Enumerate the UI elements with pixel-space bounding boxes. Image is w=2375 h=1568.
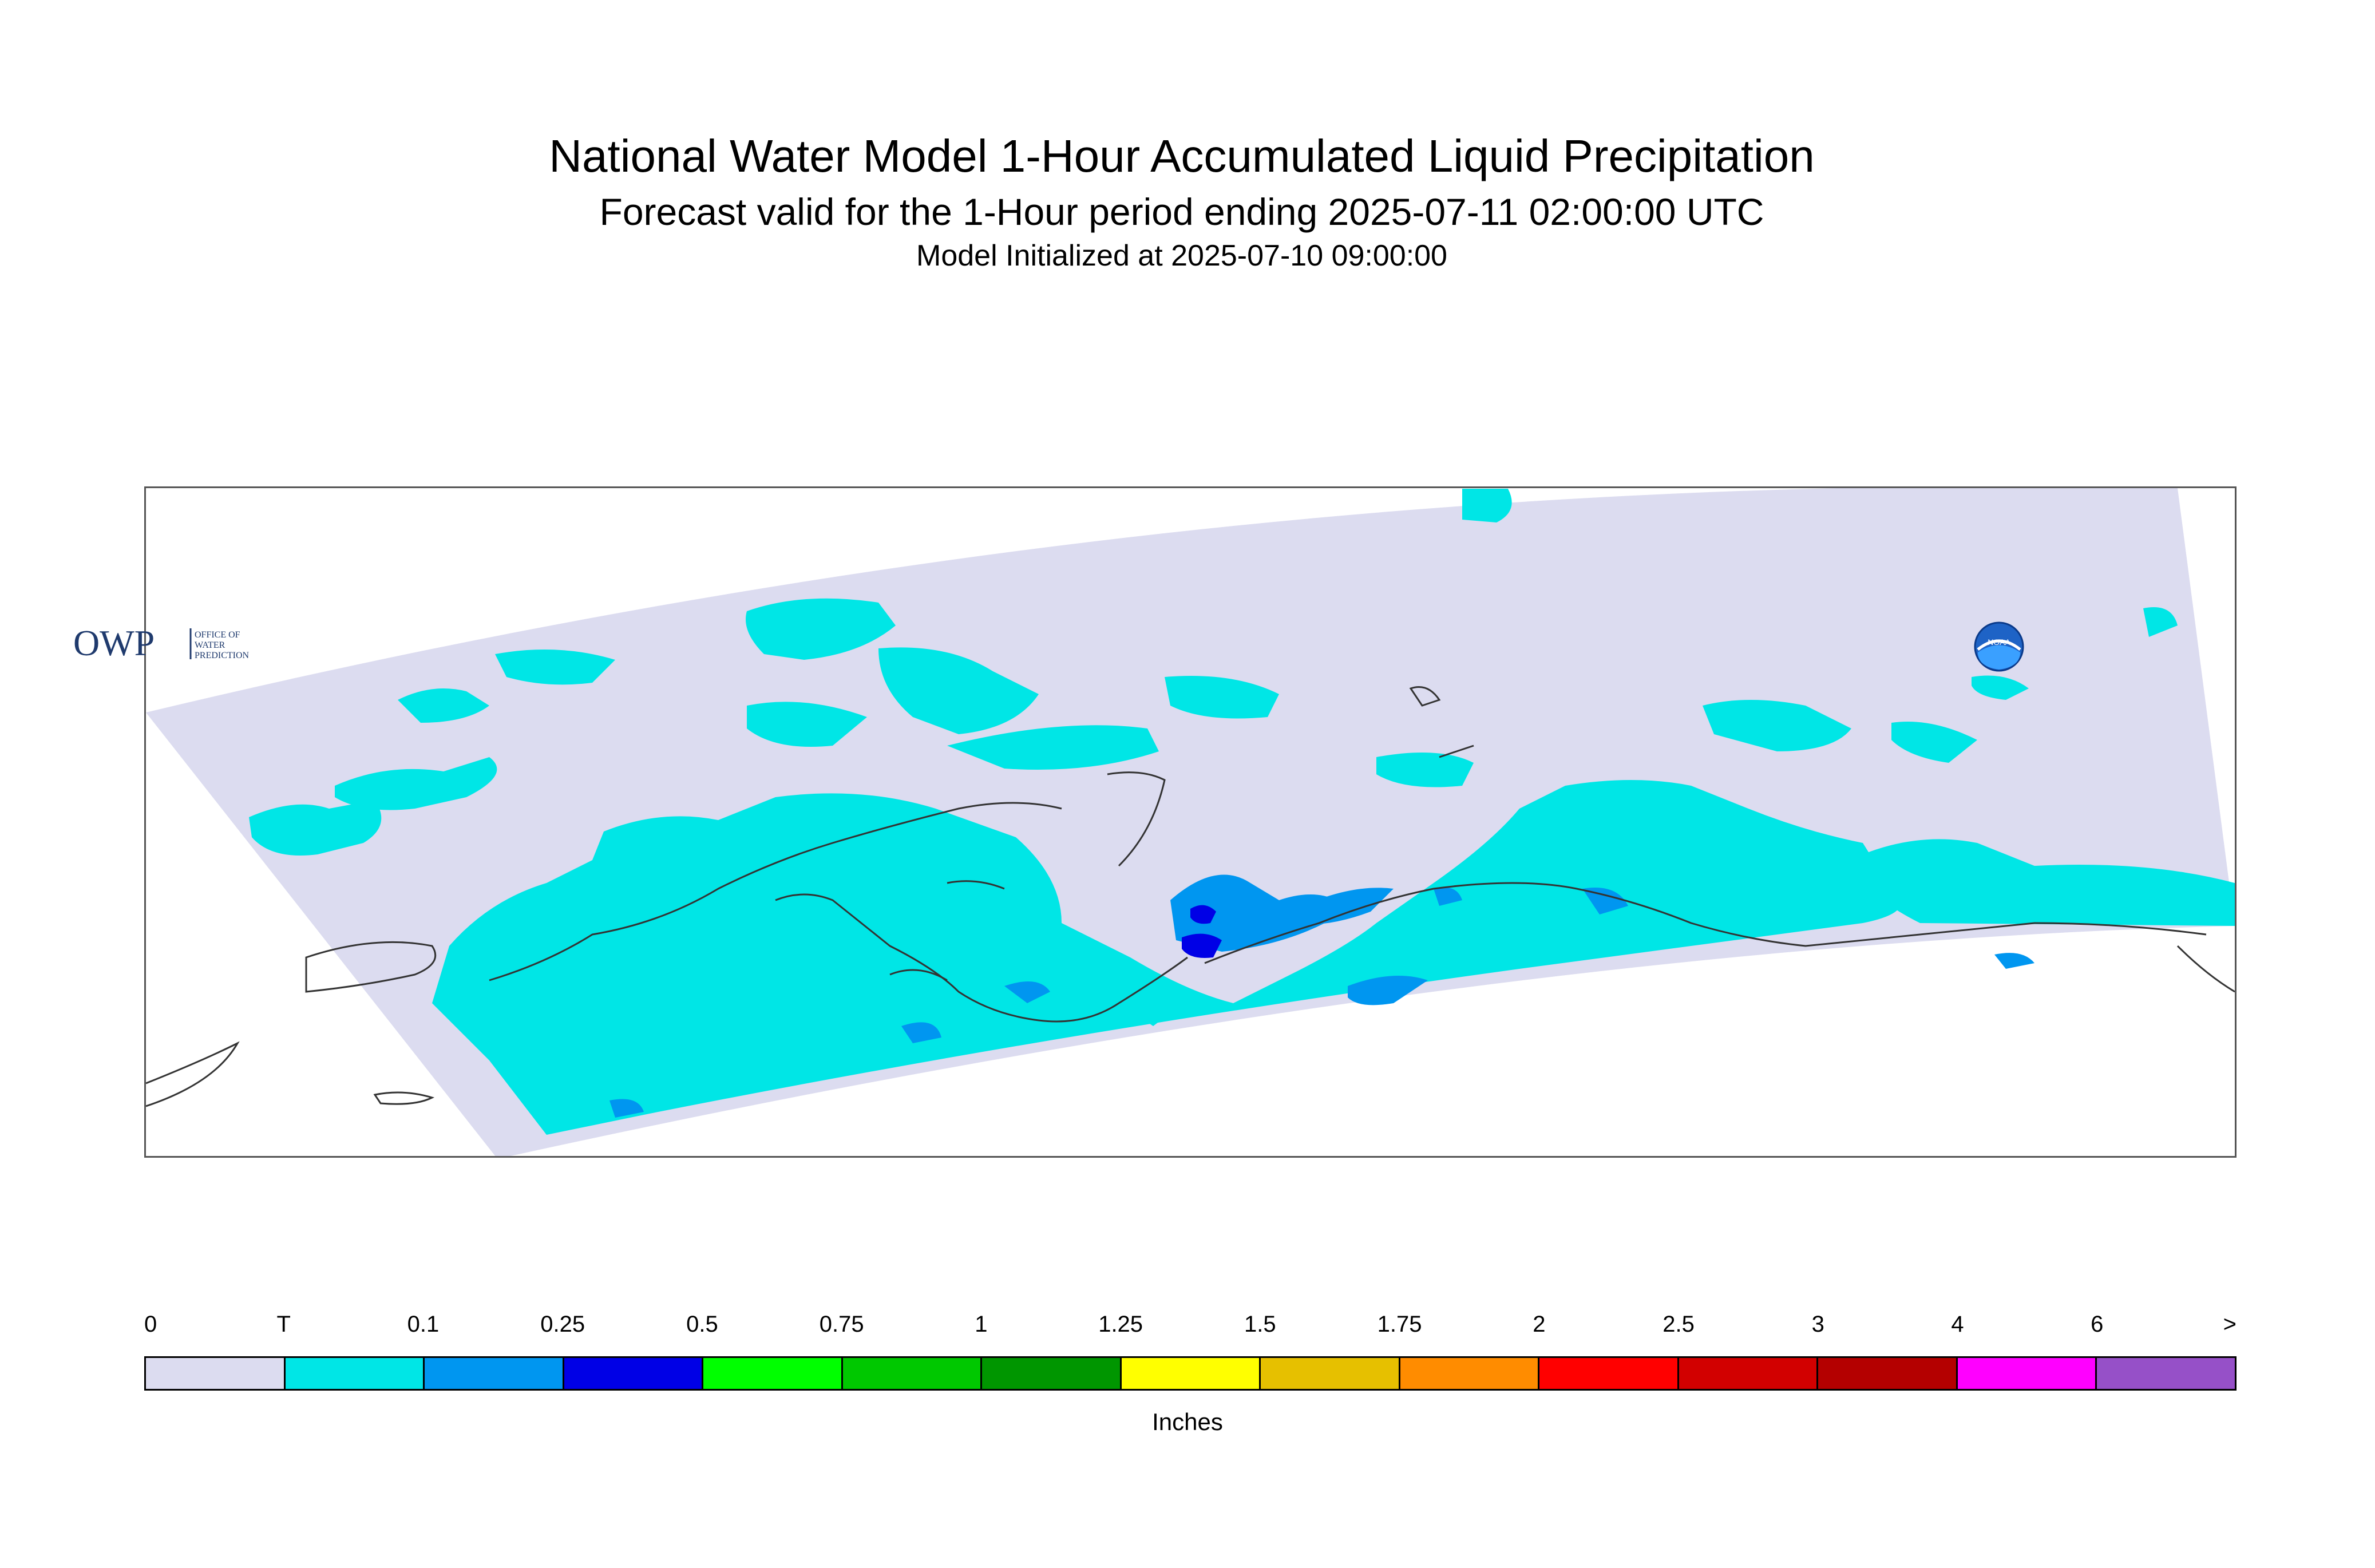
legend-tick-label: > xyxy=(2223,1312,2237,1337)
legend-swatch xyxy=(1679,1358,1819,1389)
legend-tick-label: 2.5 xyxy=(1662,1312,1695,1337)
legend-color-bar xyxy=(144,1356,2237,1391)
owp-line1-text: OFFICE OF xyxy=(195,630,240,640)
legend-tick-label: 6 xyxy=(2091,1312,2104,1337)
color-legend: 0 T 0.1 0.25 0.5 0.75 1 1.25 1.5 1.75 2 2.5 3 4 6 > xyxy=(144,1310,2237,1391)
legend-tick-label: 1.75 xyxy=(1377,1312,1422,1337)
legend-tick-label: 1.25 xyxy=(1098,1312,1143,1337)
legend-units-label: Inches xyxy=(1152,1408,1223,1435)
legend-tick-label: 3 xyxy=(1811,1312,1824,1337)
legend-swatch xyxy=(146,1358,286,1389)
legend-swatch xyxy=(982,1358,1122,1389)
legend-tick-label: 0.25 xyxy=(540,1312,585,1337)
owp-line2-text: WATER xyxy=(195,640,225,650)
legend-tick-label: 0.1 xyxy=(407,1312,440,1337)
model-domain xyxy=(146,488,2235,1156)
legend-tick-label: 0.5 xyxy=(686,1312,718,1337)
legend-tick-label: 1 xyxy=(975,1312,988,1337)
page-title: National Water Model 1-Hour Accumulated … xyxy=(549,130,1815,181)
legend-swatch xyxy=(285,1358,425,1389)
legend-tick-label: 4 xyxy=(1951,1312,1964,1337)
legend-swatch xyxy=(842,1358,983,1389)
light-precip-areas xyxy=(609,874,2034,1118)
legend-swatch xyxy=(2097,1358,2235,1389)
legend-swatch xyxy=(425,1358,564,1389)
coastlines xyxy=(146,686,2235,1107)
forecast-valid-subtitle: Forecast valid for the 1-Hour period end… xyxy=(599,191,1764,233)
noaa-logo-icon: NOAA xyxy=(1973,621,2025,672)
legend-swatch xyxy=(1400,1358,1540,1389)
legend-swatch xyxy=(1818,1358,1958,1389)
legend-tick-label: 1.5 xyxy=(1244,1312,1276,1337)
owp-logo: OWP OFFICE OF WATER PREDICTION xyxy=(73,623,291,664)
noaa-text: NOAA xyxy=(1988,638,2010,647)
trace-precip-areas xyxy=(249,489,2235,1135)
model-init-label: Model Initialized at 2025-07-10 09:00:00 xyxy=(916,239,1447,272)
legend-tick-label: 0.75 xyxy=(819,1312,864,1337)
legend-tick-label: 2 xyxy=(1533,1312,1546,1337)
legend-swatch xyxy=(1957,1358,2097,1389)
legend-swatch xyxy=(1121,1358,1261,1389)
owp-mark-text: OWP xyxy=(73,624,155,663)
map-canvas xyxy=(146,488,2235,1156)
legend-swatch xyxy=(564,1358,704,1389)
legend-swatch xyxy=(703,1358,843,1389)
moderate-precip-areas xyxy=(1182,905,1222,958)
legend-swatch xyxy=(1539,1358,1679,1389)
legend-tick-label: T xyxy=(276,1312,291,1337)
owp-line3-text: PREDICTION xyxy=(195,651,250,660)
precipitation-map xyxy=(144,486,2237,1158)
legend-swatch xyxy=(1261,1358,1400,1389)
legend-tick-label: 0 xyxy=(144,1312,157,1337)
